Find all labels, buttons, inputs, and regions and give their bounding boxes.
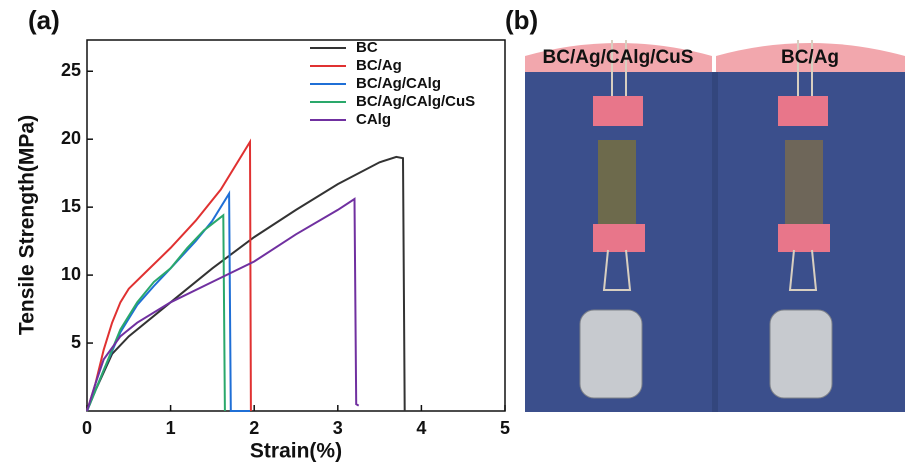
clip (593, 96, 643, 126)
weight (580, 310, 642, 398)
legend-label: BC (356, 39, 378, 56)
x-tick-label: 0 (82, 418, 92, 438)
plot: 0 1 2 3 4 5 5 10 15 20 25 BCBC/AgBC/Ag/CAlgBC/Ag/CA… (61, 39, 510, 438)
figure: (a) Strain(%) Tensile Strength(MPa) (b) … (0, 0, 905, 466)
legend-label: BC/Ag (356, 57, 402, 74)
y-tick-label: 10 (61, 264, 81, 284)
panel-label: (a) (28, 5, 60, 35)
legend-label: BC/Ag/CAlg (356, 75, 441, 92)
page: (a) Strain(%) Tensile Strength(MPa) (b) … (0, 0, 905, 466)
legend-label: CAlg (356, 111, 391, 128)
specimen (785, 140, 823, 228)
x-tick-label: 3 (333, 418, 343, 438)
clip (593, 224, 645, 252)
y-tick-label: 15 (61, 196, 81, 216)
x-tick-label: 4 (416, 418, 426, 438)
panel-label: (b) (505, 5, 538, 35)
clip (778, 224, 830, 252)
y-tick-label: 25 (61, 60, 81, 80)
y-tick-label: 5 (71, 332, 81, 352)
y-axis-label: Tensile Strength(MPa) (16, 115, 39, 335)
line (87, 142, 251, 411)
photo-label: BC/Ag/CAlg/CuS (543, 47, 694, 68)
specimen (598, 140, 636, 228)
weight (770, 310, 832, 398)
x-tick-label: 2 (249, 418, 259, 438)
x-axis-label: Strain(%) (250, 440, 342, 463)
photo: (b) BC/Ag/CAlg/CuS BC/Ag (505, 5, 905, 412)
x-tick-label: 5 (500, 418, 510, 438)
y-tick-label: 20 (61, 128, 81, 148)
x-tick-label: 1 (166, 418, 176, 438)
legend-label: BC/Ag/CAlg/CuS (356, 93, 475, 110)
photo-seam (712, 72, 718, 412)
clip (778, 96, 828, 126)
photo-label: BC/Ag (781, 47, 839, 68)
